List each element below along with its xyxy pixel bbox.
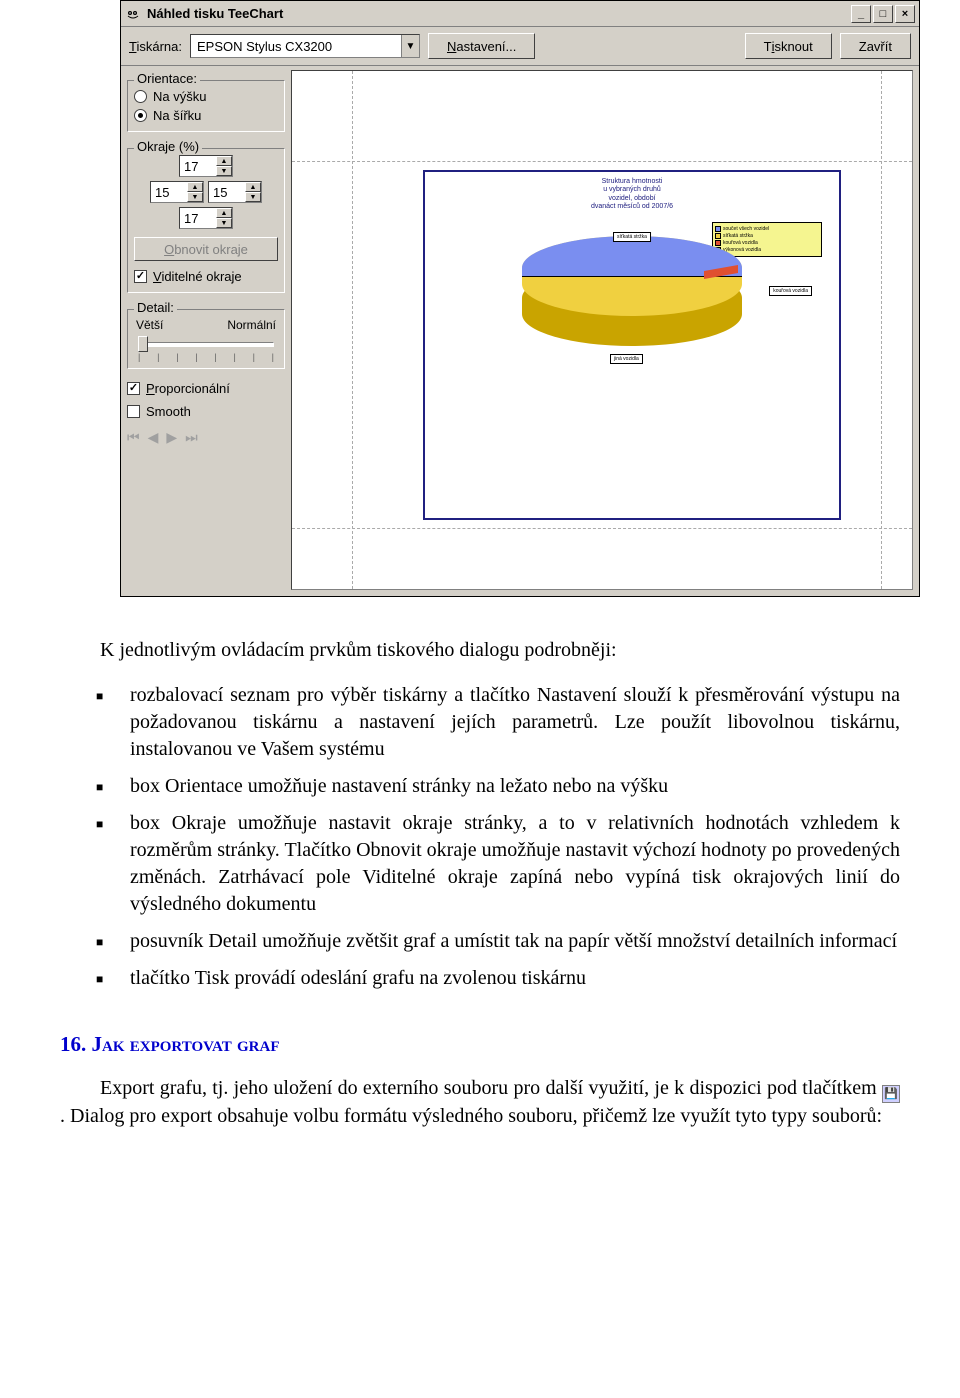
last-page-icon[interactable]: ⏭ [185,429,198,446]
chevron-down-icon[interactable]: ▼ [216,218,232,228]
chart-frame: Struktura hmotnosti u vybraných druhů vo… [423,170,841,520]
left-panel: Orientace: Na výšku Na šířku Okraje (%) [121,66,291,596]
detail-legend: Detail: [134,300,177,315]
printer-combo[interactable]: EPSON Stylus CX3200 ▼ [190,34,420,58]
minimize-button[interactable]: _ [851,5,871,23]
margin-bottom-spin[interactable]: 17 ▲▼ [179,207,233,229]
list-item: rozbalovací seznam pro výběr tiskárny a … [130,682,900,763]
printer-value: EPSON Stylus CX3200 [191,39,401,54]
landscape-label: Na šířku [153,108,201,123]
bullet-list: rozbalovací seznam pro výběr tiskárny a … [60,682,900,992]
detail-group: Detail: Větší Normální |||||||| [127,309,285,369]
next-page-icon[interactable]: ▶ [166,429,177,446]
prev-page-icon[interactable]: ◀ [148,429,159,446]
callout: kouřová vozidla [769,286,812,296]
margin-left-spin[interactable]: 15 ▲▼ [150,181,204,203]
window-title: Náhled tisku TeeChart [147,6,851,21]
reset-margins-button[interactable]: Obnovit okraje [134,237,278,261]
chevron-up-icon[interactable]: ▲ [216,208,232,218]
orientation-legend: Orientace: [134,71,200,86]
save-icon: 💾 [882,1085,900,1103]
checkbox-icon: ✓ [134,270,147,283]
toolbar: Tiskárna: EPSON Stylus CX3200 ▼ Nastaven… [121,27,919,66]
landscape-radio[interactable]: Na šířku [134,106,278,125]
callout: jiná vozidla [610,354,643,364]
chevron-up-icon[interactable]: ▲ [245,182,261,192]
proportional-check[interactable]: ✓ Proporcionální [127,379,285,398]
smooth-check[interactable]: Smooth [127,402,285,421]
pie-chart: síťkatá stržka kouřová vozidla jiná vozi… [522,236,742,346]
document-body: K jednotlivým ovládacím prvkům tiskového… [0,637,960,1208]
margin-top-spin[interactable]: 17 ▲▼ [179,155,233,177]
chart-title: Struktura hmotnosti u vybraných druhů vo… [425,172,839,216]
chevron-down-icon[interactable]: ▼ [245,192,261,202]
chevron-down-icon[interactable]: ▼ [401,35,419,57]
chevron-down-icon[interactable]: ▼ [187,192,203,202]
list-item: posuvník Detail umožňuje zvětšit graf a … [130,928,900,955]
printer-label: Tiskárna: [129,39,182,54]
first-page-icon[interactable]: ⏮ [127,429,140,446]
slider-thumb[interactable] [138,336,148,352]
page-nav: ⏮ ◀ ▶ ⏭ [127,425,285,446]
checkbox-icon [127,405,140,418]
margins-group: Okraje (%) 17 ▲▼ 15 ▲▼ [127,148,285,293]
list-item: box Okraje umožňuje nastavit okraje strá… [130,810,900,918]
margins-legend: Okraje (%) [134,139,202,154]
radio-icon [134,109,147,122]
page-outline: Struktura hmotnosti u vybraných druhů vo… [352,161,882,529]
detail-left-label: Větší [136,318,163,332]
intro-para: K jednotlivým ovládacím prvkům tiskového… [60,637,900,664]
callout: síťkatá stržka [613,232,651,242]
chevron-down-icon[interactable]: ▼ [216,166,232,176]
app-icon [125,6,141,22]
print-button[interactable]: Tisknout [745,33,832,59]
preview-pane: Struktura hmotnosti u vybraných druhů vo… [291,70,913,590]
list-item: tlačítko Tisk provádí odeslání grafu na … [130,965,900,992]
detail-right-label: Normální [227,318,276,332]
titlebar: Náhled tisku TeeChart _ □ × [121,1,919,27]
maximize-button[interactable]: □ [873,5,893,23]
checkbox-icon: ✓ [127,382,140,395]
close-window-button[interactable]: × [895,5,915,23]
radio-icon [134,90,147,103]
chevron-up-icon[interactable]: ▲ [187,182,203,192]
print-preview-dialog: Náhled tisku TeeChart _ □ × Tiskárna: EP… [120,0,920,597]
settings-button[interactable]: Nastavení... [428,33,535,59]
orientation-group: Orientace: Na výšku Na šířku [127,80,285,132]
visible-margins-check[interactable]: ✓ Viditelné okraje [134,267,278,286]
margin-right-spin[interactable]: 15 ▲▼ [208,181,262,203]
export-para: Export grafu, tj. jeho uložení do extern… [60,1075,900,1130]
detail-slider[interactable] [134,334,278,352]
portrait-label: Na výšku [153,89,206,104]
portrait-radio[interactable]: Na výšku [134,87,278,106]
list-item: box Orientace umožňuje nastavení stránky… [130,773,900,800]
close-button[interactable]: Zavřít [840,33,911,59]
chevron-up-icon[interactable]: ▲ [216,156,232,166]
section-heading: 16. Jak exportovat graf [60,1032,900,1057]
